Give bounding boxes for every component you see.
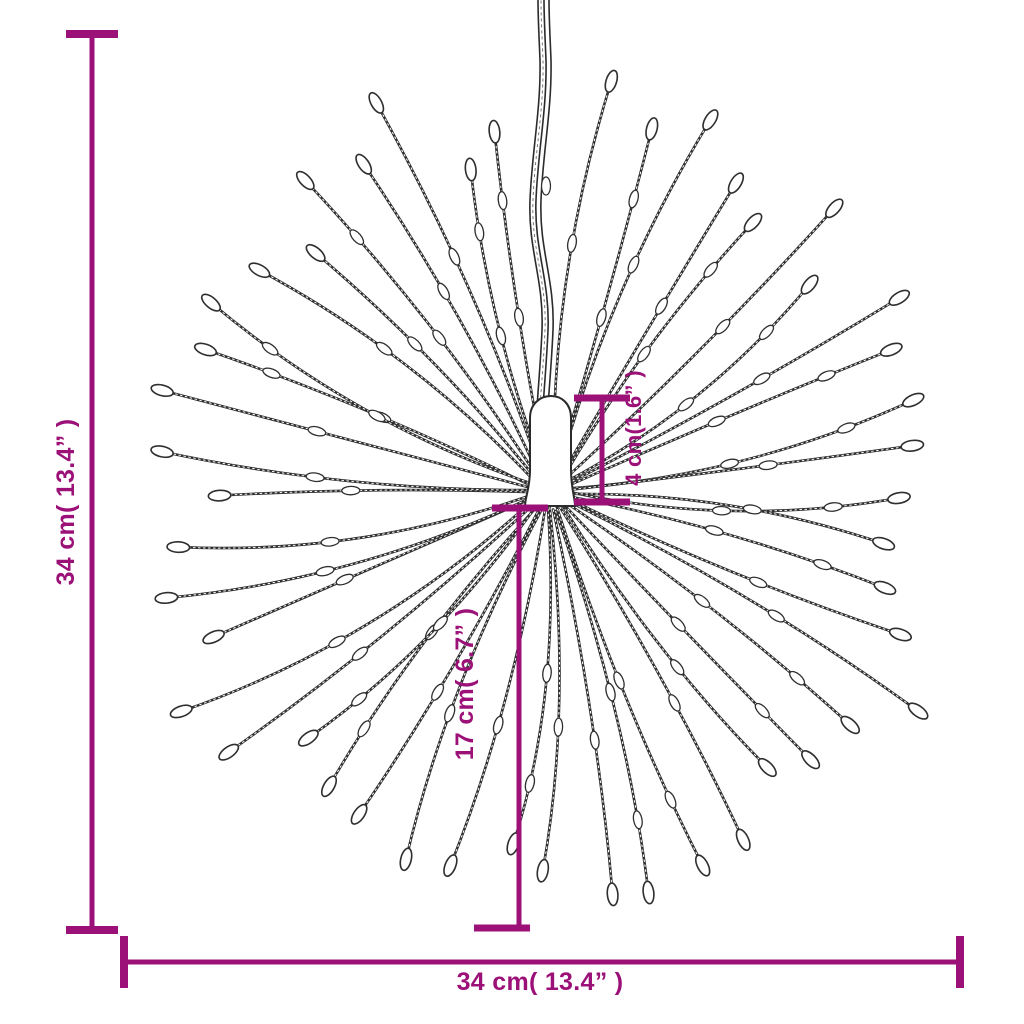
led-wire-strand — [318, 501, 542, 800]
led-wire-strand — [149, 381, 532, 489]
led-wire-strand — [567, 339, 905, 487]
led-wire-strand — [559, 500, 824, 773]
width-dimension-label: 34 cm( 13.4” ) — [456, 968, 624, 996]
hub-height-dimension-label: 4 cm(1.6” ) — [621, 370, 646, 486]
led-wire-strand — [559, 169, 748, 479]
led-wire-strand — [562, 209, 766, 478]
led-wire-strand — [166, 492, 536, 554]
led-wire-strand — [246, 259, 538, 485]
width-dimension-line — [120, 936, 964, 988]
height-dimension-label: 34 cm( 13.4” ) — [52, 418, 80, 586]
radius-dimension-label: 17 cm( 6.7” ) — [451, 607, 479, 761]
center-connector — [523, 394, 577, 507]
led-wire-strand — [504, 507, 553, 857]
radius-dimension-line — [474, 504, 548, 932]
led-wire-strand — [534, 506, 564, 884]
led-wire-strand — [563, 498, 932, 723]
led-wire-strand — [292, 167, 542, 483]
led-wire-strand — [295, 499, 541, 750]
led-wire-strand — [352, 151, 541, 477]
led-wire-strand — [554, 502, 714, 879]
led-wire-strand — [153, 494, 537, 605]
height-dimension-line — [66, 30, 118, 934]
led-wire-strand — [566, 286, 913, 485]
led-wire-strand — [559, 195, 847, 484]
led-wire-strand — [562, 499, 863, 738]
led-wire-strand — [562, 495, 914, 644]
led-wire-strand — [561, 271, 822, 485]
led-wire-strand — [149, 443, 530, 492]
led-wire-strand — [198, 290, 536, 486]
led-wire-strand — [564, 492, 897, 554]
led-wire-strand — [558, 505, 754, 854]
led-wire-strand — [168, 499, 534, 721]
led-wire-strand — [440, 504, 547, 879]
led-wire-strand-group — [149, 68, 932, 907]
power-cable — [529, 0, 554, 471]
led-wire-strand — [365, 89, 544, 480]
hub-height-dimension-line — [574, 394, 630, 506]
led-wire-strand — [551, 508, 620, 907]
led-wire-strand — [554, 509, 656, 906]
led-wire-strand — [215, 499, 540, 764]
led-wire-strand — [567, 438, 925, 492]
led-wire-strand — [302, 240, 541, 484]
led-wire-strand — [560, 503, 780, 780]
